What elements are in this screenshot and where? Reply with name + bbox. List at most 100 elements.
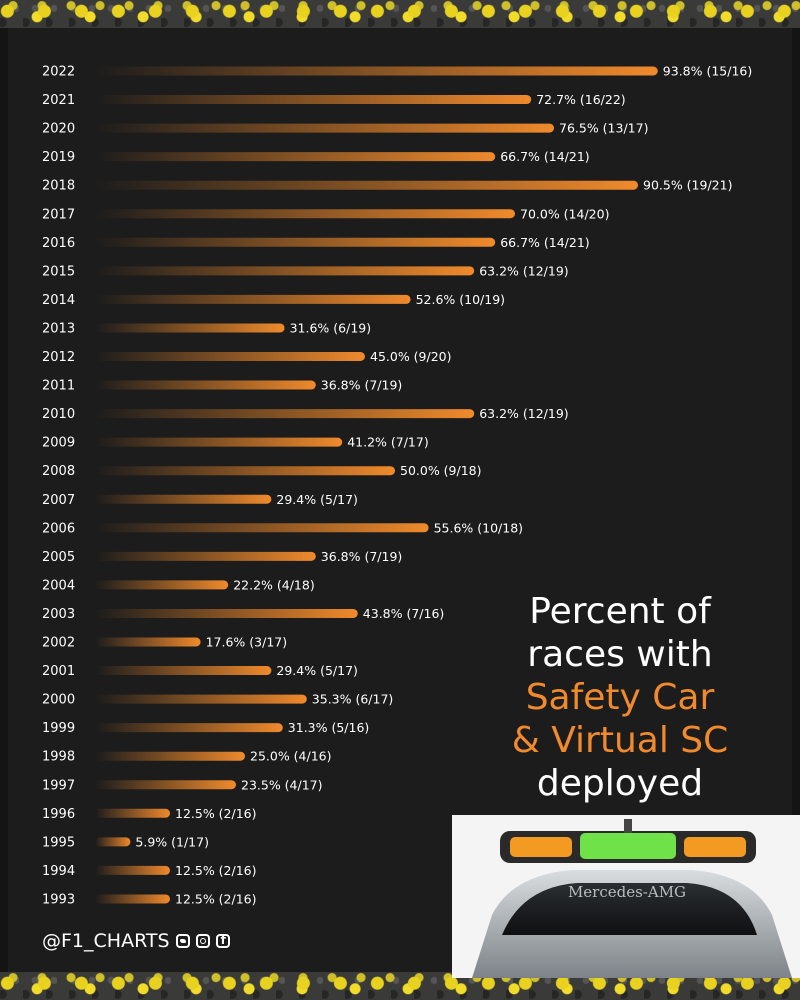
- year-label-1994: 1994: [42, 864, 75, 879]
- border-left: [0, 28, 8, 972]
- year-label-2013: 2013: [42, 321, 75, 336]
- bar-1995: [95, 837, 131, 847]
- data-label-1993: 12.5% (2/16): [175, 891, 257, 906]
- facebook-icon: [215, 933, 230, 948]
- data-label-2012: 45.0% (9/20): [370, 349, 452, 364]
- data-label-1994: 12.5% (2/16): [175, 863, 257, 878]
- title-line-1: Percent of: [529, 591, 711, 632]
- chart-title: Percent of races with Safety Car & Virtu…: [490, 590, 750, 805]
- bar-2000: [95, 694, 307, 704]
- data-label-2001: 29.4% (5/17): [276, 663, 358, 678]
- year-label-2014: 2014: [42, 293, 75, 308]
- year-label-2018: 2018: [42, 179, 75, 194]
- data-label-2014: 52.6% (10/19): [416, 292, 505, 307]
- year-label-1998: 1998: [42, 750, 75, 765]
- bar-2004: [95, 580, 229, 590]
- year-label-2020: 2020: [42, 122, 75, 137]
- data-label-2013: 31.6% (6/19): [290, 320, 372, 335]
- data-label-2021: 72.7% (16/22): [536, 92, 625, 107]
- bar-2013: [95, 323, 285, 333]
- bar-1999: [95, 723, 283, 733]
- bar-2014: [95, 294, 411, 304]
- bar-2003: [95, 608, 358, 618]
- data-label-2005: 36.8% (7/19): [321, 549, 403, 564]
- year-label-2010: 2010: [42, 407, 75, 422]
- data-label-2010: 63.2% (12/19): [479, 406, 568, 421]
- safety-car-image: Mercedes-AMG: [452, 815, 800, 978]
- title-line-4: & Virtual SC: [511, 720, 729, 761]
- instagram-icon: [195, 934, 210, 948]
- bar-2006: [95, 523, 429, 533]
- data-label-2007: 29.4% (5/17): [276, 492, 358, 507]
- data-label-1998: 25.0% (4/16): [250, 749, 332, 764]
- year-label-2016: 2016: [42, 236, 75, 251]
- title-line-2: races with: [527, 634, 713, 675]
- year-label-2019: 2019: [42, 150, 75, 165]
- year-label-2000: 2000: [42, 693, 75, 708]
- year-label-1999: 1999: [42, 721, 75, 736]
- data-label-2008: 50.0% (9/18): [400, 463, 482, 478]
- bar-1996: [95, 808, 170, 818]
- year-label-1995: 1995: [42, 835, 75, 850]
- bar-2019: [95, 152, 496, 162]
- bar-1994: [95, 865, 170, 875]
- data-label-2003: 43.8% (7/16): [363, 606, 445, 621]
- data-label-2017: 70.0% (14/20): [520, 206, 609, 221]
- bar-1998: [95, 751, 245, 761]
- bar-2007: [95, 494, 272, 504]
- bar-2015: [95, 266, 475, 276]
- bar-2012: [95, 352, 365, 361]
- data-label-1999: 31.3% (5/16): [288, 720, 370, 735]
- year-label-1997: 1997: [42, 778, 75, 793]
- data-label-2000: 35.3% (6/17): [312, 692, 394, 707]
- data-label-2011: 36.8% (7/19): [321, 378, 403, 393]
- year-label-2001: 2001: [42, 664, 75, 679]
- bar-2009: [95, 437, 343, 447]
- year-label-1996: 1996: [42, 807, 75, 822]
- bar-2022: [95, 66, 658, 76]
- data-label-1996: 12.5% (2/16): [175, 806, 257, 821]
- year-label-2022: 2022: [42, 65, 75, 80]
- year-label-2008: 2008: [42, 464, 75, 479]
- lightbar-amber-left: [510, 837, 572, 857]
- car-windshield: [502, 883, 757, 935]
- windshield-text: Mercedes-AMG: [568, 883, 686, 901]
- title-line-3: Safety Car: [525, 677, 715, 718]
- bar-2005: [95, 551, 316, 561]
- lightbar-antenna: [624, 819, 632, 833]
- lightbar-green-center: [580, 833, 676, 859]
- data-label-2022: 93.8% (15/16): [663, 64, 752, 79]
- year-label-2005: 2005: [42, 550, 75, 565]
- bar-2016: [95, 237, 496, 247]
- data-label-1995: 5.9% (1/17): [135, 834, 209, 849]
- asphalt-border-top: [0, 0, 800, 28]
- bar-2011: [95, 380, 316, 390]
- credit: @F1_CHARTS: [42, 930, 230, 952]
- data-label-2015: 63.2% (12/19): [479, 263, 568, 278]
- year-label-2021: 2021: [42, 93, 75, 108]
- year-label-1993: 1993: [42, 892, 75, 907]
- year-label-2004: 2004: [42, 578, 75, 593]
- bar-1997: [95, 780, 236, 790]
- year-label-2006: 2006: [42, 521, 75, 536]
- border-right: [792, 28, 800, 972]
- bar-2002: [95, 637, 201, 647]
- title-line-5: deployed: [536, 763, 704, 804]
- bar-2001: [95, 666, 272, 676]
- data-label-2002: 17.6% (3/17): [206, 635, 288, 650]
- data-label-2019: 66.7% (14/21): [500, 149, 589, 164]
- bar-2018: [95, 180, 638, 190]
- bar-2021: [95, 95, 532, 105]
- twitter-icon: [175, 934, 190, 948]
- year-label-2002: 2002: [42, 636, 75, 651]
- bar-2017: [95, 209, 515, 219]
- data-label-2004: 22.2% (4/18): [233, 577, 315, 592]
- year-label-2009: 2009: [42, 436, 75, 451]
- lightbar-amber-right: [684, 837, 746, 857]
- data-label-2018: 90.5% (19/21): [643, 178, 732, 193]
- data-label-1997: 23.5% (4/17): [241, 777, 323, 792]
- data-label-2009: 41.2% (7/17): [347, 435, 429, 450]
- year-label-2012: 2012: [42, 350, 75, 365]
- year-label-2003: 2003: [42, 607, 75, 622]
- credit-handle: @F1_CHARTS: [42, 930, 170, 952]
